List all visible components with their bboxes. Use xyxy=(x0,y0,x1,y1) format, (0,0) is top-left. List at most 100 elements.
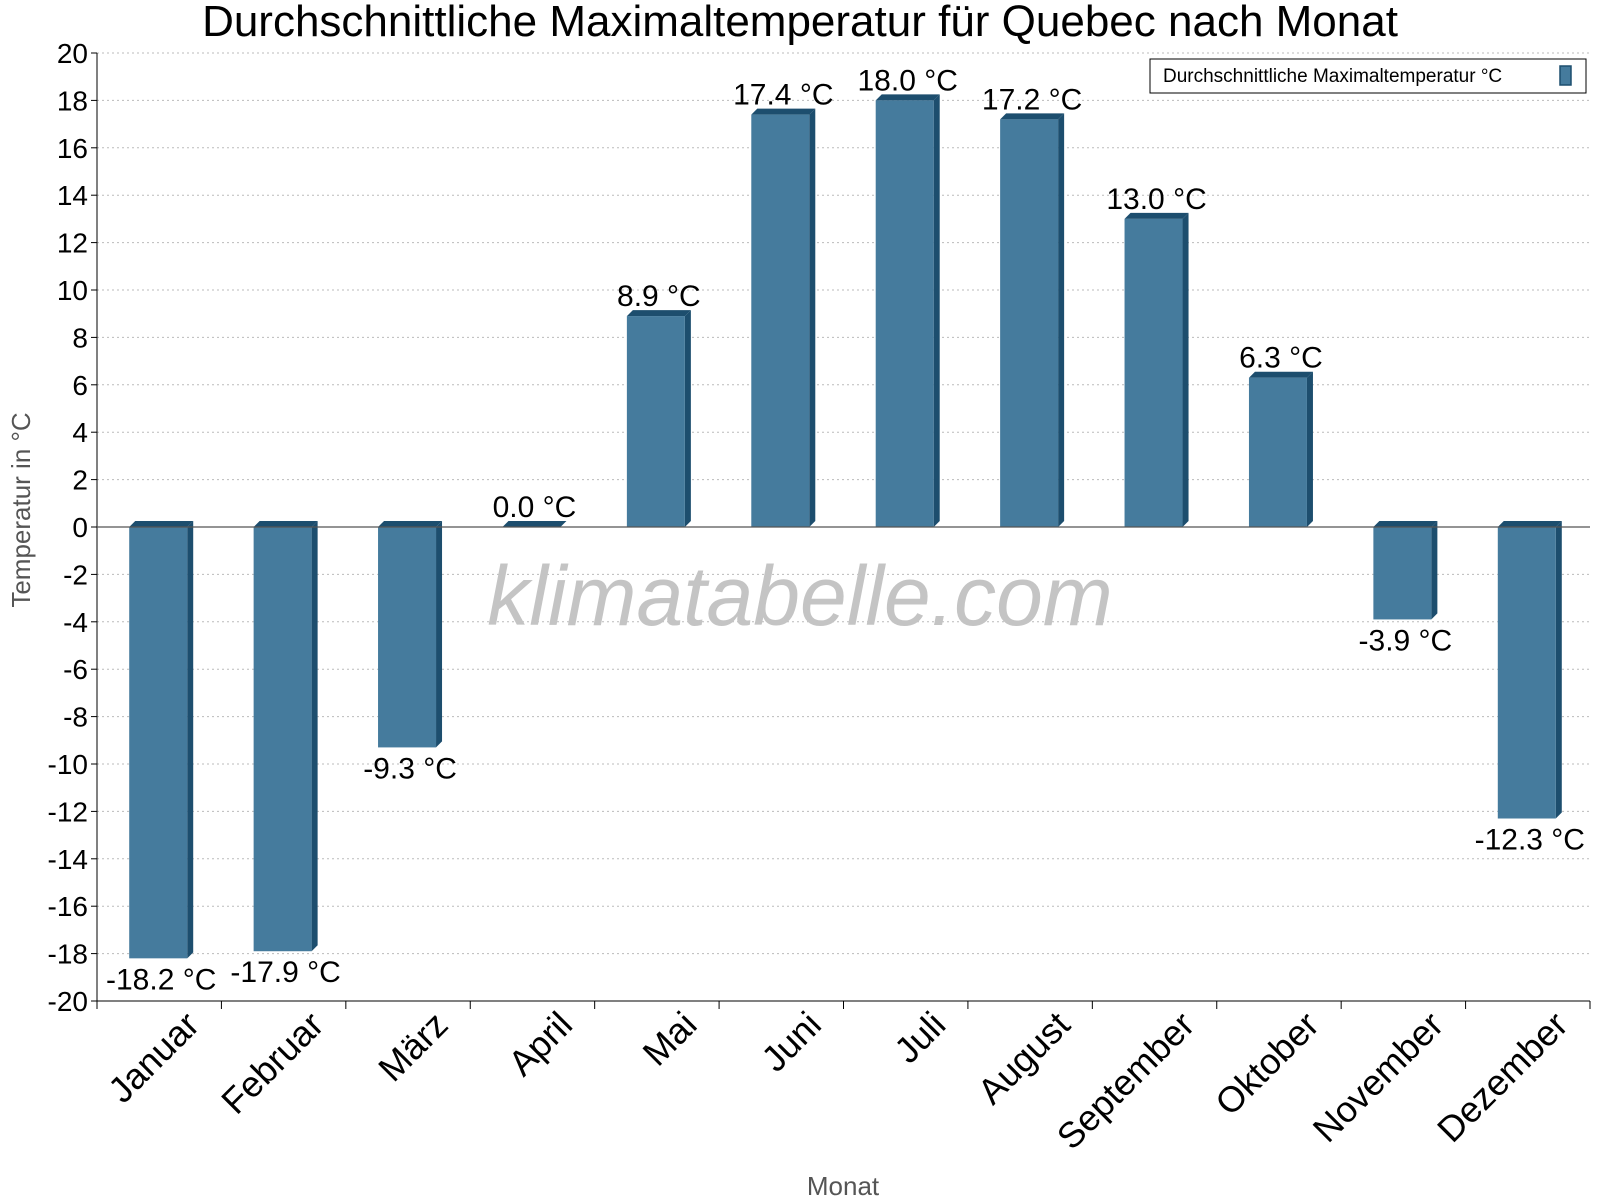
bar-front xyxy=(1373,527,1432,620)
bar-side xyxy=(1431,521,1438,620)
y-tick-label: 20 xyxy=(57,38,88,69)
bar-top xyxy=(626,310,691,317)
x-tick-label: April xyxy=(500,1004,580,1084)
data-label: -12.3 °C xyxy=(1475,824,1585,857)
y-tick-label: -4 xyxy=(63,607,88,638)
bars xyxy=(129,94,1562,959)
y-axis-ticks: 20181614121086420-2-4-6-8-10-12-14-16-18… xyxy=(48,38,97,1017)
y-tick-label: 8 xyxy=(72,322,88,353)
y-tick-label: -18 xyxy=(48,939,88,970)
bar-side xyxy=(187,521,194,959)
x-tick-label: Mai xyxy=(635,1004,705,1074)
bar xyxy=(751,108,816,528)
data-label: 0.0 °C xyxy=(493,491,577,524)
bar-front xyxy=(1248,377,1307,527)
bar-front xyxy=(875,100,934,528)
bar-front xyxy=(626,316,685,527)
bar-front xyxy=(1000,119,1059,528)
y-tick-label: -14 xyxy=(48,844,88,875)
bar-front xyxy=(378,527,437,748)
bar xyxy=(1124,212,1189,527)
data-label: -3.9 °C xyxy=(1359,624,1453,657)
data-labels: -18.2 °C -17.9 °C -9.3 °C 0.0 °C 8.9 °C 17.4 … xyxy=(106,64,1585,996)
data-label: -17.9 °C xyxy=(230,956,340,989)
legend-box xyxy=(1149,58,1587,94)
bar-top xyxy=(1124,212,1189,219)
x-axis-title: Monat xyxy=(807,1171,880,1200)
bar-front xyxy=(751,114,810,528)
bar xyxy=(253,521,318,952)
legend-label: Durchschnittliche Maximaltemperatur °C xyxy=(1163,66,1502,87)
x-tick-label: Dezember xyxy=(1429,1004,1575,1150)
bar xyxy=(502,521,567,527)
bar xyxy=(875,94,940,528)
bar-front xyxy=(129,527,188,959)
bar xyxy=(1000,113,1065,528)
y-tick-label: 12 xyxy=(57,228,88,259)
data-label: -18.2 °C xyxy=(106,963,216,996)
y-tick-label: 10 xyxy=(57,275,88,306)
legend-swatch xyxy=(1559,65,1572,86)
data-label: 17.4 °C xyxy=(733,79,833,112)
y-axis-title: Temperatur in °C xyxy=(6,412,36,607)
legend: Durchschnittliche Maximaltemperatur °C xyxy=(1149,58,1587,94)
bar-top xyxy=(253,521,318,527)
y-tick-label: 2 xyxy=(72,465,88,496)
bar xyxy=(129,521,194,959)
y-tick-label: 16 xyxy=(57,133,88,164)
bar-top xyxy=(875,94,940,101)
bar-top xyxy=(129,521,194,527)
bar-top xyxy=(378,521,443,527)
y-tick-label: -8 xyxy=(63,702,88,733)
bar-side xyxy=(1555,521,1562,819)
data-label: -9.3 °C xyxy=(363,752,457,785)
x-tick-label: Juli xyxy=(886,1004,953,1071)
y-tick-label: 14 xyxy=(57,180,88,211)
x-tick-label: November xyxy=(1305,1004,1451,1150)
y-tick-label: -10 xyxy=(48,749,88,780)
bar-front xyxy=(253,527,312,952)
bar xyxy=(378,521,443,748)
bar-side xyxy=(809,108,816,528)
data-label: 17.2 °C xyxy=(982,83,1082,116)
bar-front xyxy=(1497,527,1556,819)
bar-side xyxy=(1182,212,1189,527)
y-tick-label: -6 xyxy=(63,654,88,685)
y-tick-label: 18 xyxy=(57,85,88,116)
x-tick-label: Januar xyxy=(100,1004,207,1111)
bar-top xyxy=(751,108,816,115)
data-label: 6.3 °C xyxy=(1239,342,1323,375)
y-tick-label: 4 xyxy=(72,417,88,448)
bar-side xyxy=(1058,113,1065,528)
chart-title: Durchschnittliche Maximaltemperatur für … xyxy=(202,0,1398,46)
y-tick-label: 0 xyxy=(72,512,88,543)
y-tick-label: -2 xyxy=(63,559,88,590)
y-tick-label: -12 xyxy=(48,796,88,827)
x-tick-label: August xyxy=(970,1004,1078,1112)
bar-side xyxy=(933,94,940,528)
bar-front xyxy=(1124,218,1183,527)
x-tick-label: Oktober xyxy=(1207,1004,1327,1124)
data-label: 13.0 °C xyxy=(1106,183,1206,216)
bar-top xyxy=(1000,113,1065,120)
bar-side xyxy=(684,310,691,527)
data-label: 18.0 °C xyxy=(858,64,958,97)
bar xyxy=(626,310,691,527)
bar-top xyxy=(1248,371,1313,378)
bar-top xyxy=(502,521,567,527)
y-tick-label: -20 xyxy=(48,986,88,1017)
data-label: 8.9 °C xyxy=(617,280,701,313)
bar-top xyxy=(1373,521,1438,527)
grid xyxy=(97,52,1590,1002)
bar xyxy=(1248,371,1313,527)
bar-side xyxy=(1306,371,1313,527)
bar-side xyxy=(311,521,318,952)
bar-top xyxy=(1497,521,1562,527)
x-axis-ticks: Januar Februar März April Mai Juni Juli AugustS… xyxy=(96,1001,1591,1157)
bar xyxy=(1497,521,1562,819)
bar xyxy=(1373,521,1438,620)
y-tick-label: -16 xyxy=(48,891,88,922)
watermark: klimatabelle.com xyxy=(487,549,1113,643)
x-tick-label: Februar xyxy=(213,1004,331,1122)
